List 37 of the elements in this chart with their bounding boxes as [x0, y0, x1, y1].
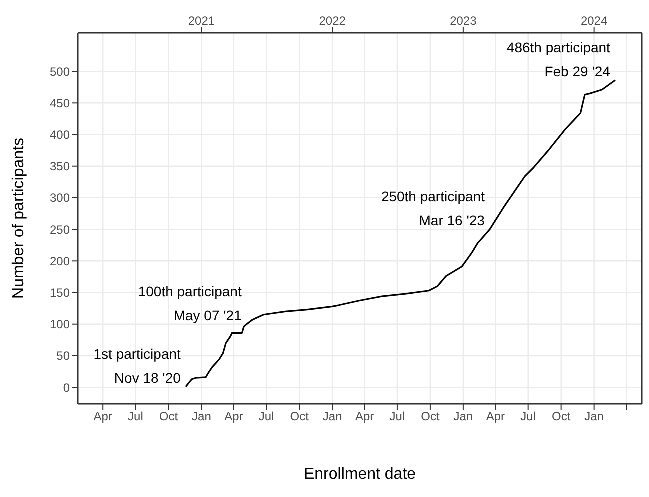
- y-tick-label: 100: [50, 318, 70, 332]
- x-tick-label: Oct: [552, 410, 572, 424]
- x-tick-label: Jan: [322, 410, 342, 424]
- x2-tick-label: 2023: [450, 14, 478, 28]
- x-axis-title: Enrollment date: [304, 466, 416, 483]
- x2-tick-label: 2024: [580, 14, 608, 28]
- x-tick-label: Apr: [94, 410, 112, 424]
- y-tick-label: 450: [50, 96, 70, 110]
- x2-tick-label: 2021: [188, 14, 216, 28]
- x-tick-label: Jan: [192, 410, 212, 424]
- x-tick-label: Oct: [159, 410, 179, 424]
- y-axis-title: Number of participants: [10, 138, 28, 299]
- x-tick-label: Apr: [355, 410, 374, 424]
- y-tick-label: 200: [50, 254, 70, 268]
- y-tick-label: 250: [50, 222, 70, 237]
- x2-tick-label: 2022: [319, 14, 346, 28]
- x-tick-label: Oct: [421, 410, 440, 424]
- y-tick-label: 350: [50, 160, 70, 174]
- x-tick-label: Jul: [258, 410, 274, 424]
- y-tick-label: 50: [56, 349, 70, 364]
- y-tick-label: 150: [50, 286, 70, 300]
- x-tick-label: Jul: [128, 410, 144, 424]
- x-tick-label: Apr: [486, 410, 506, 424]
- x-tick-label: Apr: [224, 410, 244, 424]
- x-tick-label: Jan: [584, 410, 604, 424]
- y-tick-label: 0: [63, 380, 70, 395]
- x-tick-label: Jul: [520, 410, 536, 424]
- y-tick-label: 500: [50, 64, 70, 79]
- x-tick-label: Jul: [390, 410, 406, 424]
- annotation: 250th participant Mar 16 '23: [381, 188, 486, 229]
- y-tick-label: 400: [50, 128, 70, 142]
- annotation: 486th participant Feb 29 '24: [506, 39, 611, 80]
- y-tick-label: 300: [50, 191, 70, 206]
- annotation: 100th participant May 07 '21: [138, 283, 242, 324]
- annotation: 1st participant Nov 18 '20: [94, 346, 182, 386]
- x-tick-label: Oct: [290, 410, 310, 424]
- x-tick-label: Jan: [454, 410, 474, 424]
